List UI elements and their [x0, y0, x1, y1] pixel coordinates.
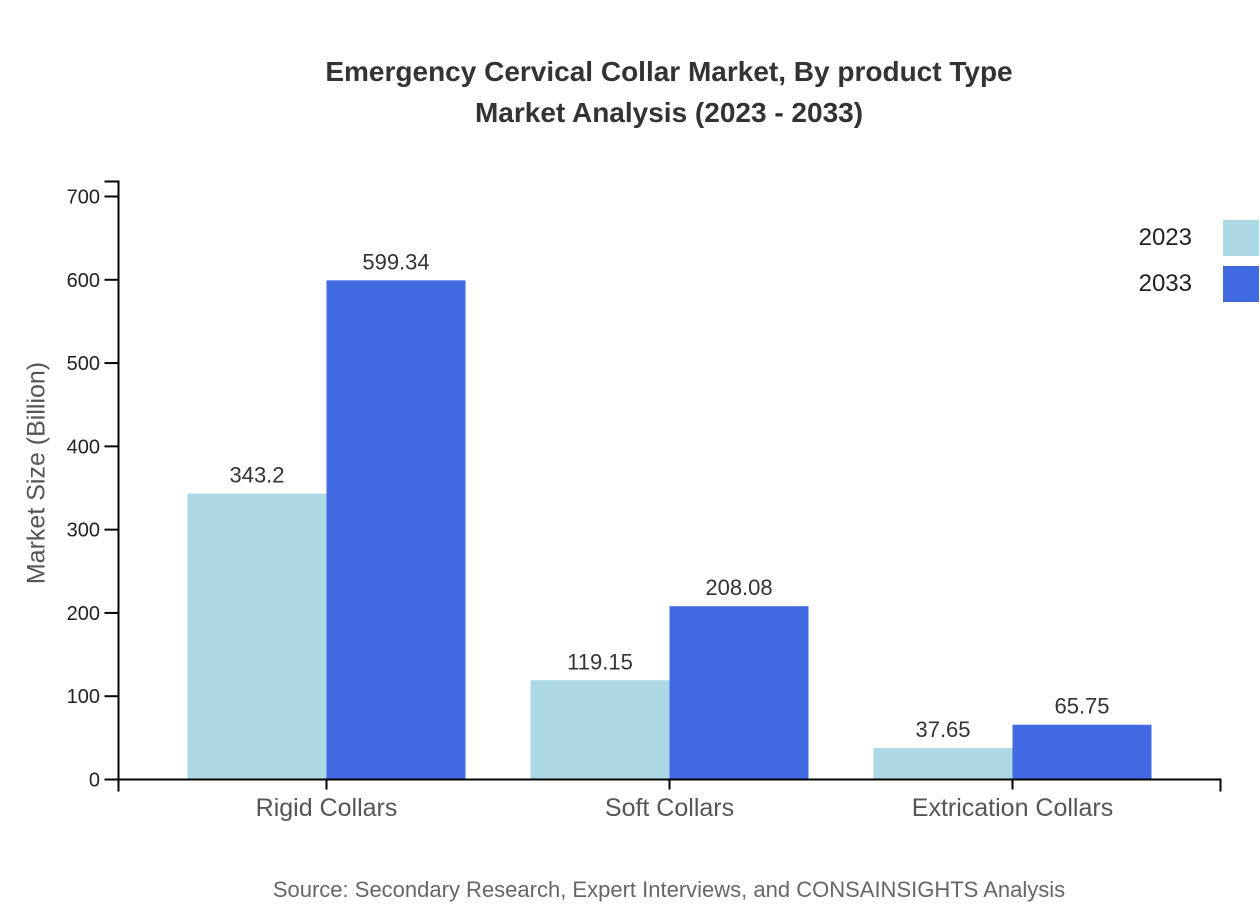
bar-2033-rigid-collars [326, 280, 466, 780]
legend-row-2033: 2033 [1139, 266, 1259, 302]
bar-2023-extrication-collars [873, 748, 1013, 780]
legend: 2023 2033 [1139, 220, 1259, 302]
bar-2033-extrication-collars [1012, 724, 1152, 780]
legend-swatch-2033 [1223, 266, 1259, 302]
y-tick-label-700: 700 [67, 187, 100, 209]
category-label-rigid-collars: Rigid Collars [256, 794, 398, 822]
value-label-2033-soft-collars: 208.08 [705, 575, 772, 600]
y-tick-label-500: 500 [67, 353, 100, 375]
chart-title-line2: Market Analysis (2023 - 2033) [474, 97, 864, 128]
bar-2033-soft-collars [669, 606, 809, 780]
y-axis-title: Market Size (Billion) [22, 361, 51, 585]
value-label-2033-extrication-collars: 65.75 [1054, 694, 1109, 719]
legend-swatch-2023 [1223, 220, 1259, 256]
bar-2023-rigid-collars [187, 493, 327, 780]
legend-label-2023: 2023 [1138, 224, 1192, 251]
y-tick-label-100: 100 [67, 686, 100, 708]
category-label-extrication-collars: Extrication Collars [912, 794, 1113, 822]
value-label-2023-rigid-collars: 343.2 [229, 463, 284, 488]
y-tick-label-300: 300 [67, 520, 100, 542]
value-label-2023-extrication-collars: 37.65 [915, 717, 970, 742]
chart-title-line1: Emergency Cervical Collar Market, By pro… [325, 56, 1013, 87]
y-tick-label-400: 400 [67, 436, 100, 458]
value-label-2033-rigid-collars: 599.34 [362, 249, 429, 274]
y-tick-label-200: 200 [67, 603, 100, 625]
y-tick-label-0: 0 [89, 770, 100, 792]
legend-label-2033: 2033 [1138, 270, 1192, 297]
bar-2023-soft-collars [530, 680, 670, 780]
source-note: Source: Secondary Research, Expert Inter… [272, 877, 1066, 902]
legend-row-2023: 2023 [1139, 220, 1259, 256]
category-label-soft-collars: Soft Collars [605, 794, 734, 822]
page-title: Emergency Cervical Collar Market, By pro… [325, 51, 1012, 133]
y-axis-line [104, 180, 120, 780]
y-tick-label-600: 600 [67, 270, 100, 292]
value-label-2023-soft-collars: 119.15 [567, 649, 633, 674]
